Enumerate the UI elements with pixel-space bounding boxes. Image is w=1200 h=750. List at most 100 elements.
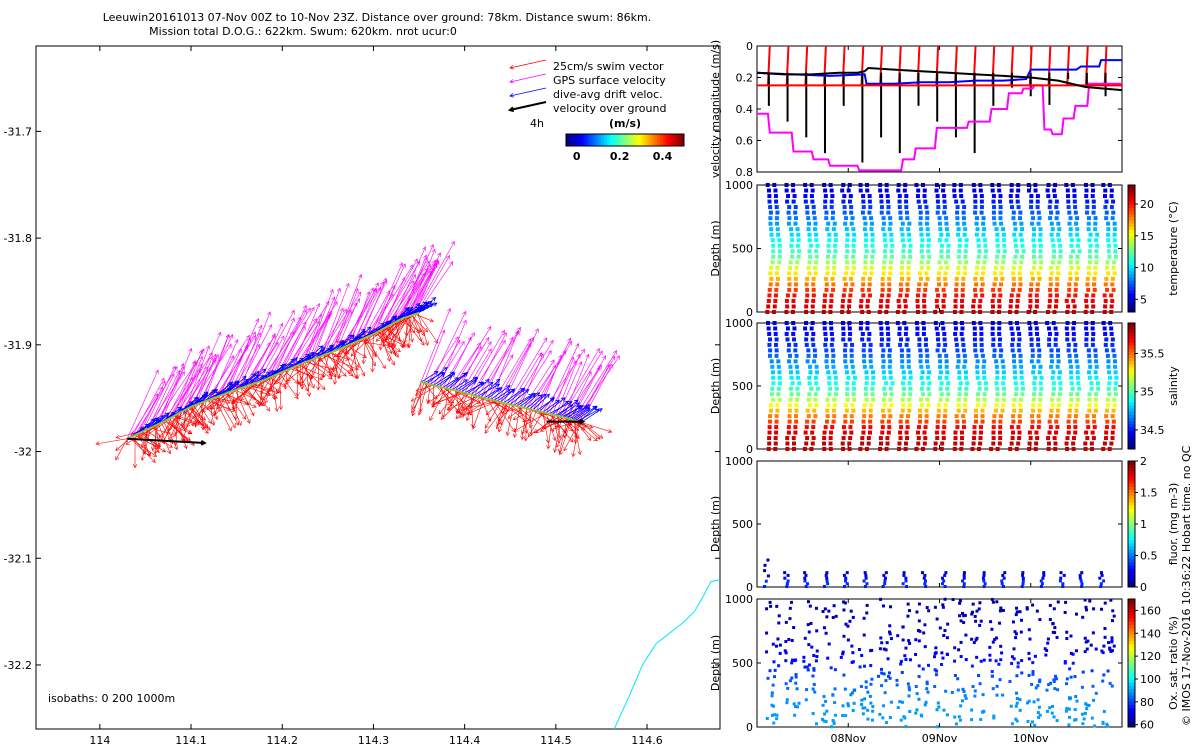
- swim-vector-head: [455, 409, 460, 414]
- temperature-data-point: [1091, 293, 1096, 298]
- swim-vector-head: [415, 391, 420, 396]
- fluorescence-colorbar-cell: [1128, 473, 1135, 478]
- track-segment: [227, 379, 265, 394]
- temperature-data-point: [1058, 249, 1063, 254]
- salinity-data-point: [1028, 331, 1033, 336]
- swim-vector-head: [569, 438, 574, 443]
- temperature-data-point: [1009, 188, 1014, 193]
- drift-velocity: [542, 399, 560, 413]
- salinity-data-point: [785, 447, 790, 451]
- salinity-data-point: [991, 436, 996, 441]
- temperature-data-point: [772, 304, 777, 309]
- oxygen-y-tick-label: 500: [732, 657, 753, 670]
- temperature-data-point: [1071, 298, 1076, 303]
- temperature-data-point: [904, 293, 909, 298]
- salinity-data-point: [901, 403, 906, 408]
- temperature-data-point: [953, 298, 958, 303]
- salinity-data-point: [935, 425, 940, 430]
- salinity-data-point: [850, 342, 855, 347]
- salinity-data-point: [791, 331, 796, 336]
- oxygen-data-point: [862, 616, 866, 620]
- salinity-colorbar-cell: [1128, 426, 1135, 431]
- temperature-data-point: [979, 194, 984, 199]
- salinity-data-point: [1093, 408, 1098, 413]
- temperature-data-point: [804, 188, 809, 193]
- temperature-data-point: [775, 282, 780, 287]
- oxygen-data-point: [792, 626, 796, 630]
- temperature-data-point: [945, 232, 950, 237]
- colorbar-cell: [633, 134, 638, 146]
- salinity-data-point: [1113, 381, 1118, 386]
- oxygen-data-point: [975, 609, 979, 613]
- temperature-data-point: [974, 221, 979, 226]
- fluorescence-data-point: [1003, 571, 1007, 575]
- salinity-data-point: [871, 375, 876, 380]
- salinity-data-point: [955, 419, 960, 424]
- temperature-data-point: [896, 188, 901, 193]
- temperature-data-point: [843, 221, 848, 226]
- fluorescence-data-point: [844, 576, 848, 580]
- oxygen-data-point: [804, 698, 808, 702]
- salinity-data-point: [1084, 321, 1089, 325]
- temperature-data-point: [829, 199, 834, 204]
- colorbar-cell: [666, 134, 670, 146]
- velocity-y-tick-label: 0.2: [736, 72, 754, 85]
- temperature-data-point: [1075, 227, 1080, 232]
- swim-vector-head: [332, 365, 338, 371]
- gps-surface-velocity: [555, 354, 580, 416]
- salinity-data-point: [1036, 337, 1041, 342]
- swim-vector-head: [218, 407, 223, 413]
- temperature-data-point: [1109, 304, 1114, 309]
- salinity-data-point: [784, 331, 789, 336]
- salinity-data-point: [804, 337, 809, 342]
- temperature-data-point: [1113, 249, 1118, 254]
- salinity-data-point: [1027, 430, 1032, 435]
- drift-velocity-head: [254, 374, 260, 379]
- salinity-data-point: [1075, 375, 1080, 380]
- temperature-data-point: [922, 293, 927, 298]
- oxygen-data-point: [988, 658, 992, 662]
- oxygen-data-point: [775, 604, 779, 608]
- temperature-data-point: [971, 183, 976, 187]
- salinity-data-point: [804, 342, 809, 347]
- oxygen-data-point: [978, 682, 982, 686]
- swim-vector-head: [511, 427, 516, 433]
- salinity-data-point: [946, 381, 951, 386]
- temperature-data-point: [850, 282, 855, 287]
- oxygen-data-point: [1031, 603, 1035, 607]
- drift-velocity: [439, 372, 456, 388]
- salinity-data-point: [1032, 381, 1037, 386]
- temperature-data-point: [1052, 249, 1057, 254]
- temperature-data-point: [885, 298, 890, 303]
- drift-velocity: [496, 388, 515, 402]
- salinity-data-point: [1066, 348, 1071, 353]
- salinity-data-point: [866, 436, 871, 441]
- salinity-data-point: [973, 408, 978, 413]
- fluorescence-data-point: [1000, 579, 1004, 583]
- temperature-data-point: [880, 293, 885, 298]
- salinity-data-point: [767, 353, 772, 358]
- temperature-data-point: [915, 310, 920, 314]
- temperature-data-point: [1054, 298, 1059, 303]
- temperature-data-point: [1031, 249, 1036, 254]
- salinity-data-point: [870, 386, 875, 391]
- temperature-data-point: [792, 293, 797, 298]
- salinity-data-point: [918, 359, 923, 364]
- oxygen-data-point: [907, 688, 911, 692]
- temperature-data-point: [809, 194, 814, 199]
- fluorescence-colorbar-cell: [1128, 542, 1135, 547]
- gps-surface-velocity-head: [245, 334, 250, 340]
- gps-surface-velocity: [203, 334, 230, 402]
- salinity-data-point: [822, 326, 827, 331]
- temperature-data-point: [1030, 271, 1035, 276]
- drift-velocity: [509, 389, 529, 405]
- temperature-y-tick-label: 0: [746, 306, 753, 319]
- temperature-data-point: [807, 249, 812, 254]
- swim-vector-head: [274, 407, 279, 413]
- oxygen-data-point: [1068, 715, 1072, 719]
- drift-velocity-head: [350, 334, 355, 340]
- swim-vector: [516, 405, 546, 429]
- oxygen-data-point: [914, 684, 918, 688]
- salinity-data-point: [978, 436, 983, 441]
- temperature-data-point: [870, 254, 875, 259]
